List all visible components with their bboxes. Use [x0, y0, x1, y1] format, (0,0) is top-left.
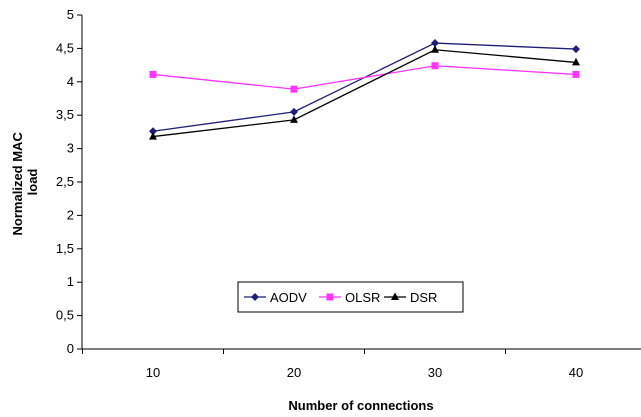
legend-item-dsr: DSR — [384, 290, 437, 305]
series-line-dsr — [152, 49, 577, 138]
data-point-olsr — [290, 85, 298, 93]
y-axis-title-line-2: load — [25, 169, 40, 196]
y-tick-label: 1,5 — [56, 241, 74, 256]
data-point-dsr — [290, 115, 298, 123]
y-tick-label: 3 — [67, 141, 74, 156]
y-axis-title-line-1: Normalized MAC — [10, 132, 25, 236]
legend-label: DSR — [410, 290, 437, 305]
legend-items: AODV OLSR DSR — [244, 290, 437, 305]
data-point-dsr — [431, 45, 439, 53]
series-dsr — [149, 45, 580, 140]
x-tick-label: 30 — [428, 365, 442, 380]
series-layer — [149, 39, 580, 140]
x-axis-title: Number of connections — [288, 398, 433, 413]
y-tick-label: 0,5 — [56, 308, 74, 323]
legend-label: AODV — [270, 290, 307, 305]
data-point-aodv — [149, 127, 157, 136]
x-tick-label: 20 — [287, 365, 301, 380]
data-point-aodv — [431, 39, 439, 48]
y-tick-label: 3,5 — [56, 107, 74, 122]
x-axis-ticks: 10 20 30 40 — [82, 349, 583, 380]
y-tick-label: 4,5 — [56, 40, 74, 55]
data-point-dsr — [572, 57, 580, 66]
series-olsr — [149, 62, 580, 93]
data-point-olsr — [431, 62, 439, 70]
legend-marker-aodv — [251, 293, 259, 301]
data-point-aodv — [290, 107, 298, 116]
legend-box — [237, 281, 464, 313]
legend-item-aodv: AODV — [244, 290, 307, 305]
series-line-olsr — [152, 65, 577, 90]
data-point-olsr — [149, 70, 157, 78]
y-tick-label: 4 — [67, 74, 74, 89]
legend-item-olsr: OLSR — [319, 290, 380, 305]
x-tick-label: 10 — [146, 365, 160, 380]
y-tick-label: 0 — [67, 341, 74, 356]
y-tick-label: 2 — [67, 207, 74, 222]
y-axis-ticks: 0 0,5 1 1,5 2 2,5 3 3,5 4 4,5 5 — [56, 7, 82, 356]
y-axis-title: Normalized MAC load — [10, 129, 40, 236]
legend-marker-dsr — [391, 292, 399, 300]
y-tick-label: 1 — [67, 274, 74, 289]
data-point-dsr — [149, 132, 157, 140]
data-point-aodv — [572, 45, 580, 54]
y-tick-label: 2,5 — [56, 174, 74, 189]
legend-label: OLSR — [345, 290, 380, 305]
legend-marker-olsr — [326, 293, 334, 301]
legend: AODV OLSR DSR — [237, 281, 464, 313]
series-aodv — [149, 39, 580, 136]
y-tick-label: 5 — [67, 7, 74, 22]
x-tick-label: 40 — [569, 365, 583, 380]
data-point-olsr — [572, 70, 580, 78]
